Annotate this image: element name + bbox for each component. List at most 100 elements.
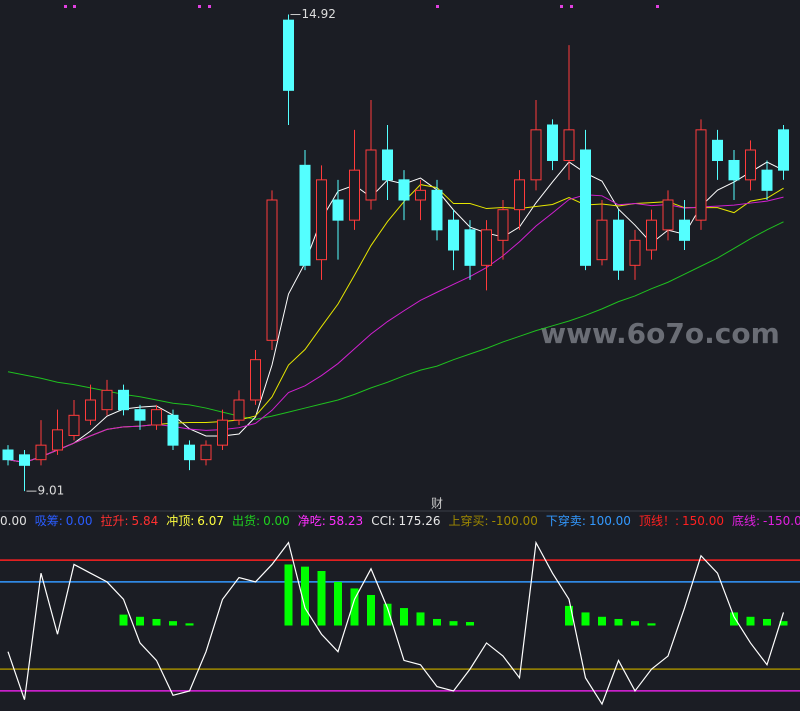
candle-body — [580, 149, 591, 266]
candle-body — [134, 409, 146, 421]
bar — [598, 616, 606, 626]
bar — [581, 612, 590, 626]
candle-body — [52, 429, 63, 451]
candle-body — [415, 189, 426, 201]
bar — [647, 623, 656, 626]
readout-item: 净吃: 58.23 — [298, 512, 363, 530]
candle-body — [778, 129, 789, 171]
readout-value: 5.84 — [131, 514, 159, 528]
candle-body — [68, 414, 80, 436]
candle-body — [745, 149, 756, 181]
candle-body — [728, 159, 740, 181]
bar — [334, 581, 342, 626]
bar — [301, 566, 309, 626]
readout-name: 冲顶: — [166, 514, 195, 528]
readout-item: 吸筹: 0.00 — [35, 512, 93, 530]
candle-body — [35, 444, 47, 461]
candle-body — [563, 129, 575, 161]
top-markers — [64, 5, 659, 8]
candle-body — [19, 454, 30, 466]
bar — [779, 621, 788, 626]
bar — [433, 618, 441, 626]
bar — [466, 622, 474, 626]
marker-label: 财 — [431, 497, 443, 511]
candle-body — [118, 389, 129, 411]
candle-body — [646, 219, 657, 251]
bar — [367, 594, 375, 626]
candle-body — [712, 139, 723, 161]
readout-name: 出货: — [232, 514, 261, 528]
candle-body — [316, 179, 327, 261]
candle-body — [382, 149, 393, 181]
candle-body — [514, 179, 525, 211]
readout-item: CCI: 175.26 — [371, 512, 440, 530]
readout-value: 0.00 — [65, 514, 93, 528]
readout-item: 顶线！: 150.00 — [639, 512, 724, 530]
ma-line — [7, 221, 784, 420]
readout-name: 拉升: — [100, 514, 129, 528]
candle-body — [547, 124, 558, 161]
bar — [152, 618, 161, 626]
candle-body — [85, 399, 96, 421]
readout-value: 100.00 — [588, 514, 631, 528]
candle-body — [695, 129, 707, 221]
candle-body — [530, 129, 542, 181]
readout-item: 冲顶: 6.07 — [166, 512, 224, 530]
candle-body — [662, 199, 674, 231]
candle-body — [497, 209, 509, 241]
bar — [614, 618, 623, 626]
low-label: 9.01 — [38, 484, 65, 498]
readout-name: 上穿买: — [448, 514, 489, 528]
bar — [631, 621, 639, 626]
bar — [449, 621, 458, 626]
bar — [383, 603, 392, 626]
candle-body — [464, 229, 476, 266]
readout-value: 175.26 — [398, 514, 441, 528]
candle-body — [349, 169, 360, 221]
bar — [416, 612, 425, 626]
bar — [119, 614, 128, 626]
readout-value: 58.23 — [328, 514, 364, 528]
candle-body — [101, 389, 113, 411]
bar — [169, 621, 177, 626]
candle-body — [431, 189, 443, 231]
readout-name: CCI: — [371, 514, 396, 528]
candle-body — [299, 164, 311, 266]
candle-body — [2, 449, 14, 461]
bar — [284, 564, 293, 626]
readout-name: 下穿卖: — [545, 514, 586, 528]
candle-body — [250, 359, 261, 401]
bar — [185, 623, 194, 626]
ma-line — [7, 194, 784, 464]
readout-value: 6.07 — [197, 514, 225, 528]
candle-body — [332, 199, 344, 221]
readout-item: 上穿买: -100.00 — [449, 512, 538, 530]
bar — [350, 588, 359, 626]
candle-body — [448, 219, 459, 251]
candle-body — [283, 19, 294, 91]
candle-body — [167, 414, 179, 446]
readout-name: 顶线！: — [638, 514, 679, 528]
readout-value: -150.00 — [763, 514, 800, 528]
candle-body — [398, 179, 410, 201]
candle-body — [233, 399, 245, 421]
candle-body — [481, 229, 492, 266]
high-label: 14.92 — [302, 7, 336, 21]
readout-value: 0.00 — [263, 514, 290, 528]
readout-item: 下穿卖: 100.00 — [546, 512, 631, 530]
candle-body — [679, 219, 690, 241]
candle-body — [200, 444, 212, 461]
candle-body — [613, 219, 624, 271]
indicator-readout: 0.00 吸筹: 0.00 拉升: 5.84 冲顶: 6.07 出货: 0.00 净吃: 58.23… — [0, 512, 800, 530]
candle-body — [596, 219, 608, 261]
candle-body — [151, 409, 162, 426]
bar — [136, 616, 144, 626]
readout-name: 吸筹: — [34, 514, 63, 528]
bar — [746, 616, 755, 626]
candle-body — [217, 419, 228, 446]
bar — [317, 570, 326, 626]
bar — [400, 608, 408, 626]
bar — [730, 612, 738, 626]
